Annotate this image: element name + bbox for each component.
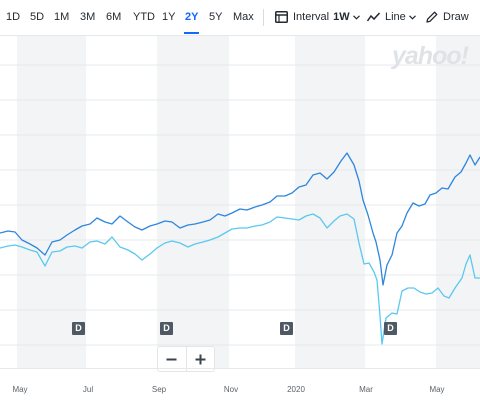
x-axis-label: Jul [82, 385, 94, 394]
interval-label: Interval [293, 11, 330, 23]
x-axis-label: 2020 [287, 385, 305, 394]
range-ytd[interactable]: YTD [133, 11, 155, 23]
yahoo-logo: yahoo! [392, 42, 469, 70]
zoom-control [157, 346, 215, 372]
secondary-series-line [0, 213, 480, 345]
range-1d[interactable]: 1D [6, 11, 21, 23]
range-2y[interactable]: 2Y [183, 11, 200, 34]
x-axis-label: Sep [151, 385, 167, 394]
interval-value: 1W [333, 11, 350, 23]
zoom-out-button[interactable] [158, 347, 186, 371]
zoom-in-button[interactable] [185, 347, 215, 371]
x-axis-label: Nov [223, 385, 239, 394]
x-axis-label: Mar [359, 385, 373, 394]
dividend-marker[interactable]: D [384, 322, 397, 335]
period-band [295, 36, 365, 368]
dividend-marker[interactable]: D [72, 322, 85, 335]
plus-icon [195, 354, 206, 364]
chart-type-dropdown[interactable]: Line [367, 9, 416, 25]
chart-toolbar: 1D 5D 1M 3M 6M YTD 1Y 2Y 5Y Max Interval… [0, 0, 480, 36]
x-axis: May Jul Sep Nov 2020 Mar May [0, 368, 480, 404]
range-6m[interactable]: 6M [106, 11, 122, 23]
line-chart-icon [367, 12, 380, 22]
range-3m[interactable]: 3M [80, 11, 96, 23]
draw-label: Draw [443, 11, 469, 23]
period-bands [17, 36, 480, 368]
range-1m[interactable]: 1M [54, 11, 70, 23]
dividend-marker[interactable]: D [160, 322, 173, 335]
price-chart[interactable] [0, 36, 480, 368]
interval-dropdown[interactable]: Interval 1W [275, 9, 360, 25]
draw-button[interactable]: Draw [426, 9, 469, 25]
toolbar-divider [263, 9, 264, 26]
range-5d[interactable]: 5D [30, 11, 45, 23]
primary-series-line [0, 152, 480, 286]
range-1y[interactable]: 1Y [162, 11, 176, 23]
chevron-down-icon [408, 14, 416, 20]
pencil-icon [426, 11, 438, 23]
dividend-marker[interactable]: D [280, 322, 293, 335]
period-band [157, 36, 229, 368]
period-band [17, 36, 86, 368]
range-max[interactable]: Max [233, 11, 254, 23]
range-5y[interactable]: 5Y [209, 11, 223, 23]
x-axis-label: May [429, 385, 445, 394]
chevron-down-icon [352, 14, 360, 20]
chart-type-label: Line [385, 11, 406, 23]
interval-icon [275, 11, 288, 23]
grid-lines [0, 64, 480, 346]
period-band [436, 36, 480, 368]
minus-icon [166, 358, 177, 360]
x-axis-label: May [12, 385, 28, 394]
